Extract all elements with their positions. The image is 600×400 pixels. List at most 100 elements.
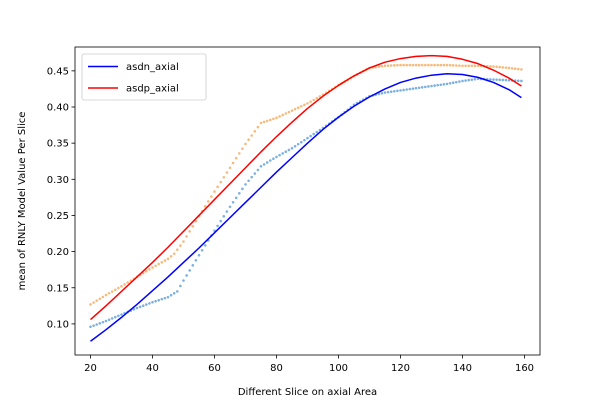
data-point — [303, 138, 306, 142]
y-tick-label: 0.30 — [47, 175, 69, 186]
data-point — [393, 89, 396, 93]
data-point — [318, 95, 322, 98]
data-point — [436, 83, 440, 87]
data-point — [281, 113, 285, 117]
data-point — [414, 63, 418, 67]
data-point — [507, 66, 511, 70]
data-point — [377, 92, 381, 96]
data-point — [520, 79, 523, 83]
data-point — [287, 148, 291, 152]
data-point — [182, 279, 185, 282]
data-point — [380, 91, 384, 95]
data-point — [225, 210, 229, 213]
data-point — [433, 63, 436, 67]
data-point — [383, 64, 387, 68]
data-point — [151, 266, 154, 269]
series-line-asdn_axial — [90, 73, 522, 342]
data-point — [160, 261, 164, 264]
data-point — [293, 107, 297, 111]
data-point — [315, 130, 319, 134]
data-point — [176, 290, 179, 293]
data-point — [275, 116, 278, 120]
data-point — [402, 88, 405, 92]
data-point — [148, 302, 151, 305]
data-point — [154, 299, 157, 303]
data-point — [275, 155, 278, 159]
data-point — [427, 63, 430, 67]
data-point — [517, 67, 520, 71]
x-tick-label: 60 — [208, 363, 221, 374]
data-point — [442, 63, 446, 67]
data-point — [234, 156, 238, 160]
data-point — [315, 96, 319, 100]
data-point — [222, 215, 226, 218]
data-point — [114, 315, 117, 319]
data-point — [222, 175, 226, 179]
data-point — [300, 104, 303, 108]
data-point — [172, 252, 176, 256]
data-point — [455, 64, 458, 67]
data-point — [380, 64, 384, 68]
data-point — [309, 134, 312, 138]
data-point — [104, 319, 108, 323]
data-point — [278, 153, 281, 157]
data-point — [228, 166, 232, 170]
data-point — [430, 84, 433, 88]
data-point — [513, 67, 517, 70]
data-point — [436, 63, 440, 67]
data-point — [445, 82, 449, 86]
data-point — [123, 283, 126, 286]
data-point — [399, 89, 402, 92]
data-point — [439, 63, 443, 67]
data-point — [256, 168, 260, 172]
y-tick-label: 0.35 — [47, 139, 69, 150]
data-point — [185, 274, 188, 277]
data-point — [176, 248, 179, 251]
data-point — [448, 81, 452, 85]
data-point — [151, 300, 154, 304]
data-point — [411, 63, 415, 67]
data-point — [166, 295, 170, 299]
data-point — [219, 219, 222, 223]
data-point — [95, 299, 98, 302]
data-point — [231, 161, 235, 165]
x-tick-label: 160 — [515, 363, 534, 374]
point-series-2 — [89, 77, 523, 329]
data-point — [399, 63, 402, 67]
data-point — [278, 115, 281, 118]
data-point — [411, 87, 415, 90]
data-point — [504, 78, 508, 82]
data-point — [160, 297, 164, 301]
data-point — [495, 78, 498, 81]
data-point — [98, 297, 102, 301]
data-point — [520, 68, 523, 71]
data-point — [163, 259, 167, 262]
x-axis: 20 40 60 80 100 120 140 160 — [84, 355, 534, 374]
data-point — [110, 317, 114, 320]
data-point — [107, 291, 111, 295]
data-point — [464, 64, 467, 68]
data-point — [107, 318, 111, 322]
data-point — [241, 187, 244, 191]
x-tick-label: 80 — [270, 363, 283, 374]
data-point — [259, 121, 263, 125]
data-point — [259, 165, 263, 168]
data-point — [393, 64, 396, 67]
data-point — [250, 134, 253, 137]
data-point — [284, 112, 288, 115]
data-point — [272, 117, 275, 121]
data-point — [172, 292, 176, 295]
data-point — [120, 285, 123, 288]
data-point — [439, 83, 443, 87]
data-point — [455, 80, 458, 84]
data-point — [467, 78, 471, 82]
data-point — [138, 305, 142, 309]
data-point — [179, 244, 182, 247]
data-point — [225, 171, 229, 174]
x-tick-label: 140 — [453, 363, 472, 374]
data-point — [234, 196, 238, 200]
data-point — [114, 288, 117, 292]
data-point — [272, 157, 275, 160]
data-point — [231, 201, 235, 204]
data-point — [101, 320, 105, 324]
